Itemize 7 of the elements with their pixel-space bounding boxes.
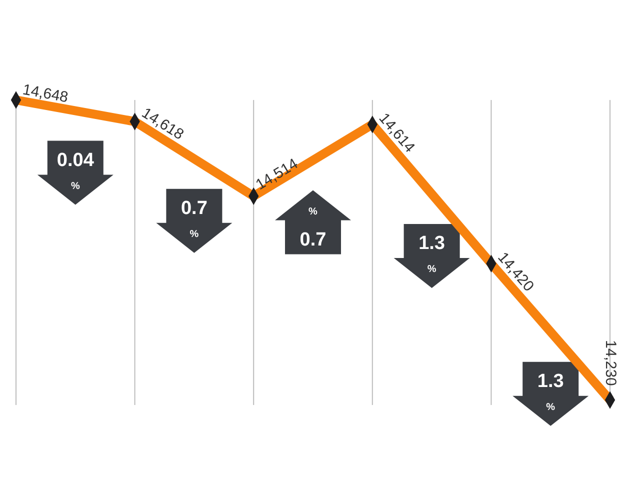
data-label: 14,230 [602,340,619,386]
annotation: 0.04 % [56,150,94,192]
annotation: 0.7 % [180,198,208,240]
annotation: 1.3 % [418,233,446,276]
annotation: 0.7 % [300,206,326,250]
annotation: 1.3 % [537,370,564,413]
data-label: 14,648 [21,81,70,106]
